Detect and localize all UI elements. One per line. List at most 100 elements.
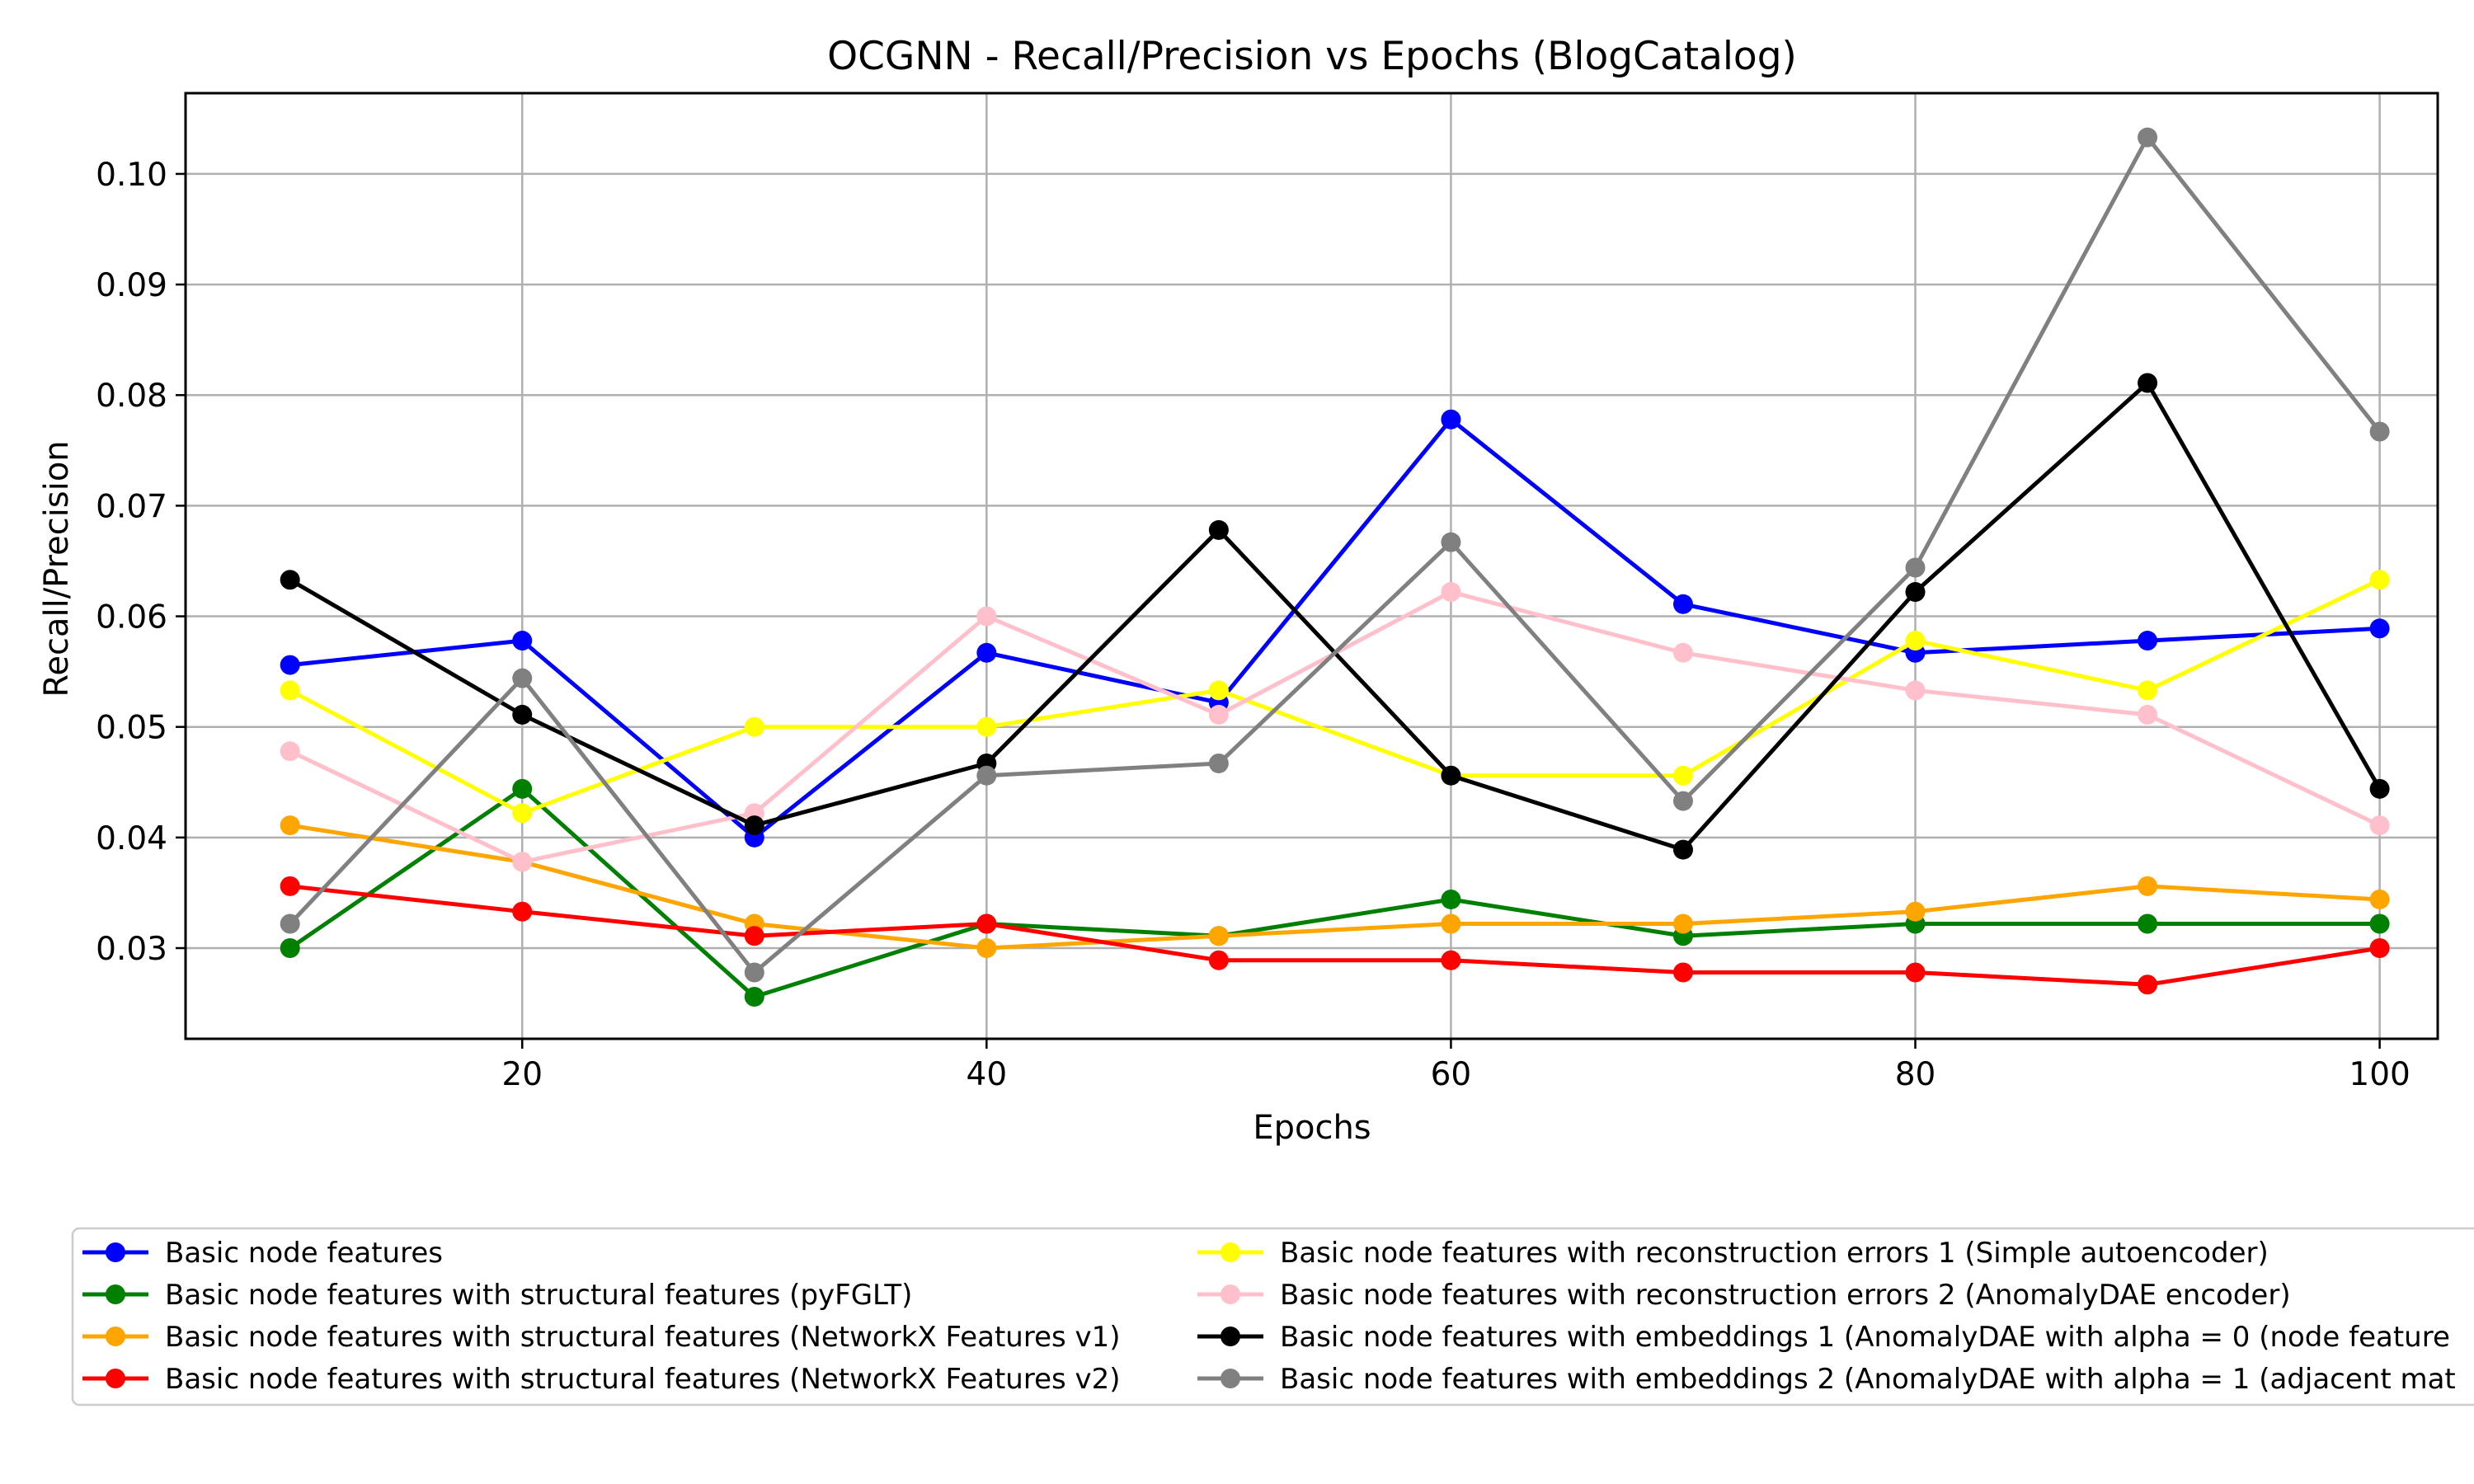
- data-point: [1672, 839, 1693, 860]
- data-point: [280, 876, 300, 896]
- data-point: [1208, 753, 1229, 773]
- y-axis-label: Recall/Precision: [38, 440, 76, 697]
- data-point: [1441, 765, 1461, 786]
- data-point: [1905, 631, 1926, 651]
- y-tick-label: 0.10: [96, 157, 167, 194]
- y-tick-label: 0.05: [96, 710, 167, 747]
- data-point: [1672, 791, 1693, 811]
- chart-title: OCGNN - Recall/Precision vs Epochs (Blog…: [827, 34, 1797, 79]
- data-point: [744, 716, 764, 737]
- series: [280, 409, 2390, 848]
- legend-item: Basic node features: [82, 1237, 443, 1270]
- legend-label: Basic node features with structural feat…: [165, 1279, 912, 1312]
- legend-marker: [106, 1242, 125, 1262]
- legend-marker: [106, 1327, 125, 1346]
- y-tick-label: 0.04: [96, 820, 167, 857]
- x-ticks: 20 40 60 80 100: [501, 1039, 2411, 1093]
- data-point: [1441, 913, 1461, 934]
- data-point: [976, 913, 997, 934]
- data-point: [1672, 642, 1693, 663]
- data-point: [976, 642, 997, 663]
- y-tick-label: 0.03: [96, 931, 167, 968]
- data-point: [744, 815, 764, 836]
- legend-box: [71, 1227, 2474, 1407]
- data-point: [1208, 680, 1229, 701]
- data-point: [1672, 962, 1693, 983]
- x-tick-label: 80: [1895, 1056, 1936, 1093]
- data-point: [512, 778, 533, 799]
- data-point: [2138, 127, 2158, 148]
- legend-label: Basic node features with structural feat…: [165, 1363, 1121, 1396]
- legend-label: Basic node features with embeddings 1 (A…: [1280, 1321, 2450, 1354]
- legend-label: Basic node features: [165, 1237, 443, 1270]
- data-point: [2369, 778, 2390, 799]
- legend-label: Basic node features with reconstruction …: [1280, 1279, 2291, 1312]
- y-tick-label: 0.08: [96, 378, 167, 415]
- data-point: [976, 937, 997, 958]
- data-point: [2369, 889, 2390, 909]
- series: [280, 876, 2390, 995]
- data-point: [1441, 950, 1461, 970]
- data-point: [1441, 409, 1461, 430]
- x-tick-label: 40: [967, 1056, 1008, 1093]
- legend-item: Basic node features with reconstruction …: [1197, 1279, 2291, 1312]
- data-point: [1441, 582, 1461, 603]
- series-line: [289, 787, 2380, 999]
- legend-item: Basic node features with structural feat…: [82, 1279, 912, 1312]
- x-axis-label: Epochs: [1253, 1109, 1371, 1147]
- data-point: [976, 765, 997, 786]
- data-point: [512, 668, 533, 688]
- series-line: [288, 135, 2382, 974]
- data-point: [1208, 926, 1229, 946]
- legend-marker: [1221, 1242, 1240, 1262]
- data-point: [280, 741, 300, 762]
- data-point: [1208, 704, 1229, 725]
- series: [280, 570, 2390, 824]
- data-point: [2138, 631, 2158, 651]
- legend-marker: [106, 1369, 125, 1388]
- data-point: [280, 815, 300, 836]
- data-point: [1208, 519, 1229, 540]
- data-point: [1672, 913, 1693, 934]
- data-point: [2369, 815, 2390, 836]
- data-point: [512, 852, 533, 872]
- data-point: [1905, 680, 1926, 701]
- data-point: [2369, 913, 2390, 934]
- data-point: [2369, 937, 2390, 958]
- data-point: [280, 570, 300, 590]
- data-point: [512, 901, 533, 922]
- series: [280, 815, 2390, 958]
- y-tick-label: 0.09: [96, 267, 167, 304]
- legend-item: Basic node features with structural feat…: [82, 1321, 1121, 1354]
- legend-marker: [1221, 1327, 1240, 1346]
- data-point: [280, 655, 300, 675]
- x-tick-label: 60: [1431, 1056, 1472, 1093]
- plot-frame: [184, 92, 2439, 1040]
- data-point: [976, 606, 997, 627]
- legend-item: Basic node features with embeddings 2 (A…: [1197, 1363, 2456, 1396]
- legend-label: Basic node features with embeddings 2 (A…: [1280, 1363, 2456, 1396]
- data-point: [1905, 962, 1926, 983]
- legend-item: Basic node features with structural feat…: [82, 1363, 1121, 1396]
- y-tick-label: 0.07: [96, 488, 167, 525]
- y-ticks: 0.03 0.04 0.05 0.06 0.07 0.08 0.09 0.10: [96, 157, 186, 968]
- data-point: [976, 716, 997, 737]
- data-point: [1208, 950, 1229, 970]
- data-point: [2138, 974, 2158, 995]
- data-point: [1905, 901, 1926, 922]
- legend-marker: [1221, 1284, 1240, 1304]
- y-tick-label: 0.06: [96, 599, 167, 636]
- series-line: [289, 417, 2380, 840]
- data-point: [1441, 532, 1461, 552]
- data-point: [1905, 582, 1926, 603]
- data-point: [280, 913, 300, 934]
- data-point: [744, 962, 764, 983]
- legend: Basic node features Basic node features w…: [71, 1227, 2474, 1407]
- data-point: [1672, 765, 1693, 786]
- data-point: [280, 937, 300, 958]
- series: [280, 127, 2390, 983]
- legend-item: Basic node features with reconstruction …: [1197, 1237, 2269, 1270]
- data-point: [1905, 557, 1926, 578]
- legend-label: Basic node features with structural feat…: [165, 1321, 1121, 1354]
- x-tick-label: 100: [2349, 1056, 2410, 1093]
